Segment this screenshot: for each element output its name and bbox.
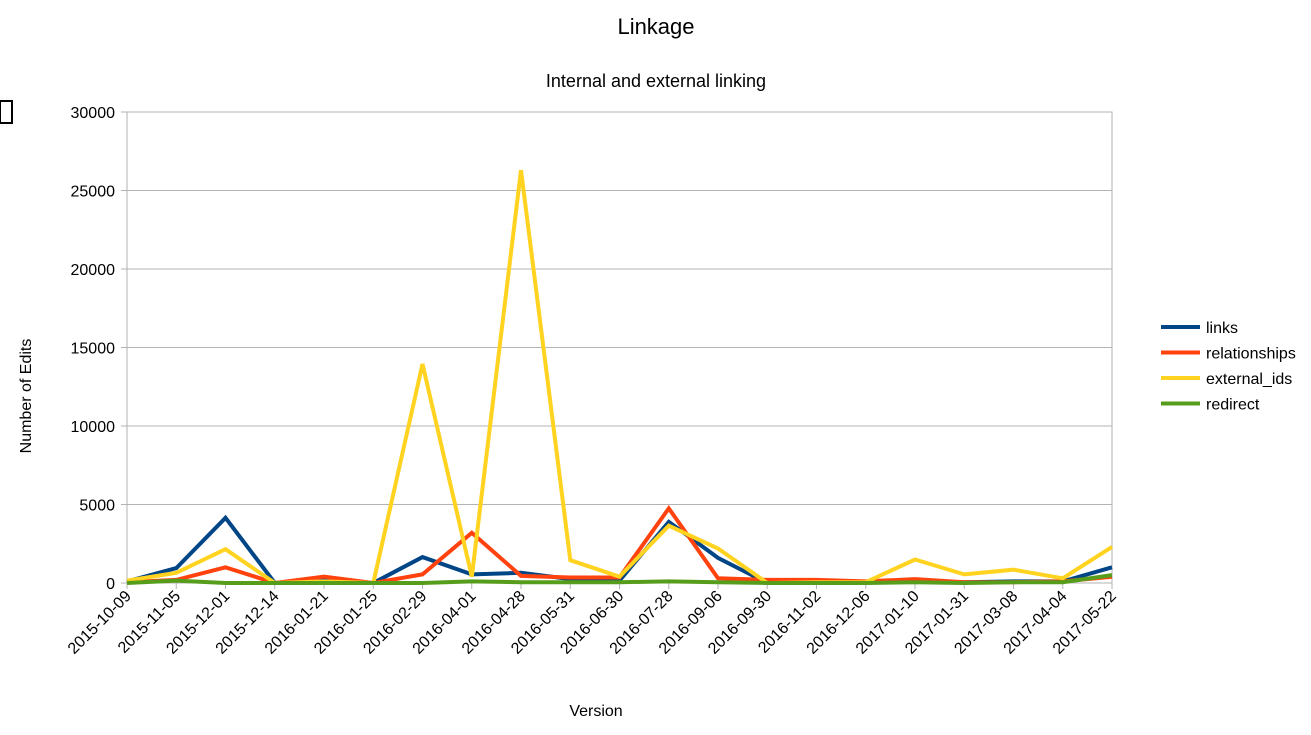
series-lines [126, 169, 1114, 586]
y-tick-label: 15000 [71, 341, 116, 358]
x-axis-title: Version [569, 703, 622, 720]
chart-title: Linkage [617, 14, 694, 39]
y-tick-label: 5000 [79, 498, 115, 515]
legend-label-relationships: relationships [1206, 346, 1296, 363]
legend-label-external_ids: external_ids [1206, 371, 1292, 388]
selection-handle [0, 100, 13, 124]
y-tick-label: 25000 [71, 184, 116, 201]
series-line-external_ids [126, 169, 1114, 586]
y-tick-label: 0 [106, 576, 115, 593]
x-axis-ticks: 2015-10-092015-11-052015-12-012015-12-14… [65, 583, 1120, 658]
legend: links relationships external_ids redirect [1161, 320, 1296, 414]
legend-label-links: links [1206, 320, 1238, 337]
legend-label-redirect: redirect [1206, 397, 1260, 414]
y-tick-label: 30000 [71, 105, 116, 122]
y-axis-ticks: 0 5000 10000 15000 20000 25000 30000 [71, 105, 127, 593]
y-tick-label: 20000 [71, 262, 116, 279]
y-axis-title: Number of Edits [18, 339, 35, 454]
y-tick-label: 10000 [71, 419, 116, 436]
series-line-redirect [126, 573, 1113, 586]
series-line-relationships [126, 504, 1113, 586]
chart-subtitle: Internal and external linking [546, 71, 766, 91]
grid [126, 111, 1113, 584]
